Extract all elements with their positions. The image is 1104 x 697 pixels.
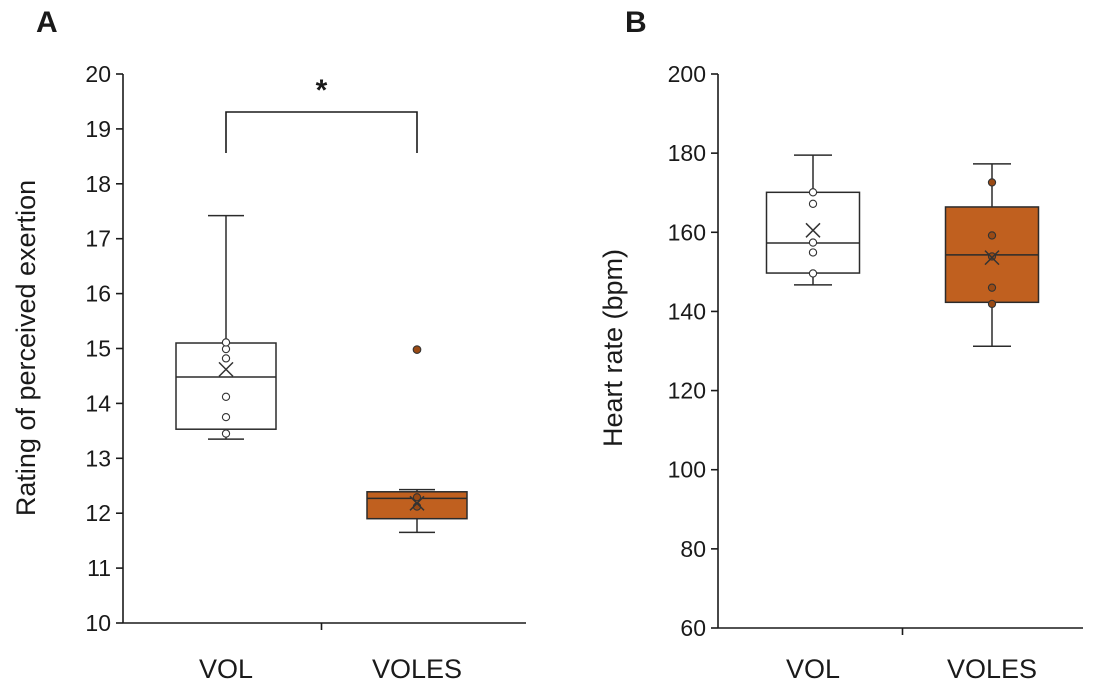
y-tick-label: 11 [87,555,111,581]
panel-b-axes [717,74,1083,635]
y-tick-label: 180 [668,140,706,166]
panel-b-boxes [765,154,1040,348]
panel-a-y-ticks: 10 11 12 13 14 15 16 17 18 19 20 [85,61,123,636]
data-point [808,199,818,208]
y-tick-label: 19 [85,116,111,142]
y-tick-label: 100 [668,457,706,483]
data-point [221,392,231,401]
y-tick-label: 80 [680,536,706,562]
y-tick-label: 14 [85,390,111,416]
data-point [412,493,422,502]
y-tick-label: 10 [85,610,111,636]
data-point [987,283,997,292]
y-tick-label: 18 [85,171,111,197]
data-point [808,188,818,197]
y-tick-label: 15 [85,336,111,362]
data-point [987,252,997,261]
panel-a-letter: A [36,6,58,39]
data-point [987,178,997,187]
y-tick-label: 120 [668,378,706,404]
y-tick-label: 12 [85,500,111,526]
panel-a-boxes [175,214,468,534]
data-point [987,231,997,240]
panel-b-x-label-voles: VOLES [947,654,1037,684]
y-tick-label: 13 [85,445,111,471]
panel-b: B Heart rate (bpm) 60 80 100 120 140 160 180 20… [598,6,1083,684]
panel-a-y-axis-title: Rating of perceived exertion [11,180,41,516]
significance-bracket [225,111,418,153]
y-tick-label: 140 [668,298,706,324]
box-vol [175,214,277,440]
panel-b-letter: B [625,6,647,39]
box-vol [765,154,861,286]
y-tick-label: 200 [668,61,706,87]
mean-marker-stroke [805,222,821,238]
data-point [221,338,231,347]
data-point [221,429,231,438]
significance-asterisk: * [316,74,328,107]
mean-marker-stroke [409,495,425,511]
mean-marker-stroke [984,250,1000,266]
panel-b-y-axis-title: Heart rate (bpm) [598,249,628,447]
panel-a: A Rating of perceived exertion 101112131… [11,6,526,684]
data-point [808,238,818,247]
y-tick-label: 17 [85,226,111,252]
y-tick-label: 16 [85,281,111,307]
panel-a-significance: * [225,74,418,153]
box-voles [944,163,1040,348]
data-point [987,299,997,309]
data-point [221,412,231,422]
data-point [221,354,231,363]
y-tick-label: 60 [680,615,706,641]
panel-b-x-label-vol: VOL [786,654,840,684]
data-point [808,269,818,278]
data-point [808,248,818,257]
outlier-point [412,345,422,354]
panel-a-x-label-vol: VOL [199,654,253,684]
mean-marker-stroke [218,361,234,377]
y-tick-label: 160 [668,219,706,245]
y-tick-label: 20 [85,61,111,87]
box-voles [366,345,468,534]
panel-b-y-ticks: 60 80 100 120 140 160 180 200 [668,61,718,641]
panel-a-x-label-voles: VOLES [372,654,462,684]
